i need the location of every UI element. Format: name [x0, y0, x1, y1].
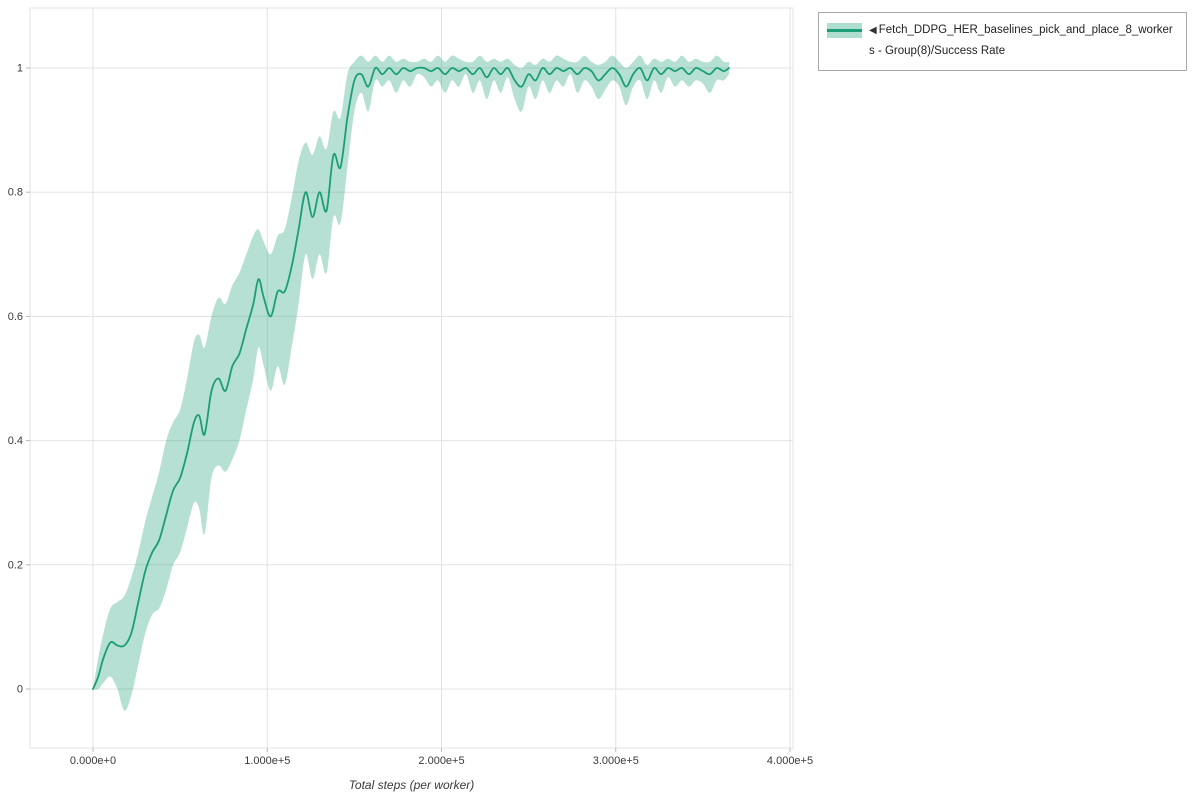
legend: ◀ Fetch_DDPG_HER_baselines_pick_and_place…: [818, 12, 1187, 71]
y-tick-label: 0.2: [8, 559, 23, 571]
x-tick-label: 4.000e+5: [767, 755, 813, 767]
x-tick-label: 3.000e+5: [593, 755, 639, 767]
collapse-triangle-icon: ◀: [869, 25, 877, 36]
gridlines: [30, 8, 793, 748]
y-tick-label: 0.6: [8, 311, 23, 323]
plot-border: [29, 7, 794, 749]
y-tick-label: 0.4: [8, 435, 23, 447]
y-tick-label: 0: [17, 684, 23, 696]
tick-labels: 0 0.2 0.4 0.6 0.8 1 0.000e+0 1.000e+5 2.000e+5 3.…: [8, 63, 813, 768]
y-tick-label: 0.8: [8, 187, 23, 199]
y-tick-label: 1: [17, 63, 23, 75]
x-tick-label: 1.000e+5: [244, 755, 290, 767]
series-line: [92, 66, 730, 690]
x-tick-label: 0.000e+0: [70, 755, 116, 767]
legend-series-swatch: [827, 23, 862, 38]
legend-item-label[interactable]: ◀ Fetch_DDPG_HER_baselines_pick_and_place…: [869, 20, 1177, 62]
tick-marks: [26, 67, 791, 752]
x-axis-title: Total steps (per worker): [349, 778, 475, 792]
confidence-band: [93, 55, 729, 711]
legend-line-icon: [827, 28, 862, 32]
legend-label-line2: s - Group(8)/Success Rate: [869, 45, 1006, 57]
legend-label-line1: Fetch_DDPG_HER_baselines_pick_and_place_…: [878, 24, 1173, 36]
x-tick-label: 2.000e+5: [418, 755, 464, 767]
